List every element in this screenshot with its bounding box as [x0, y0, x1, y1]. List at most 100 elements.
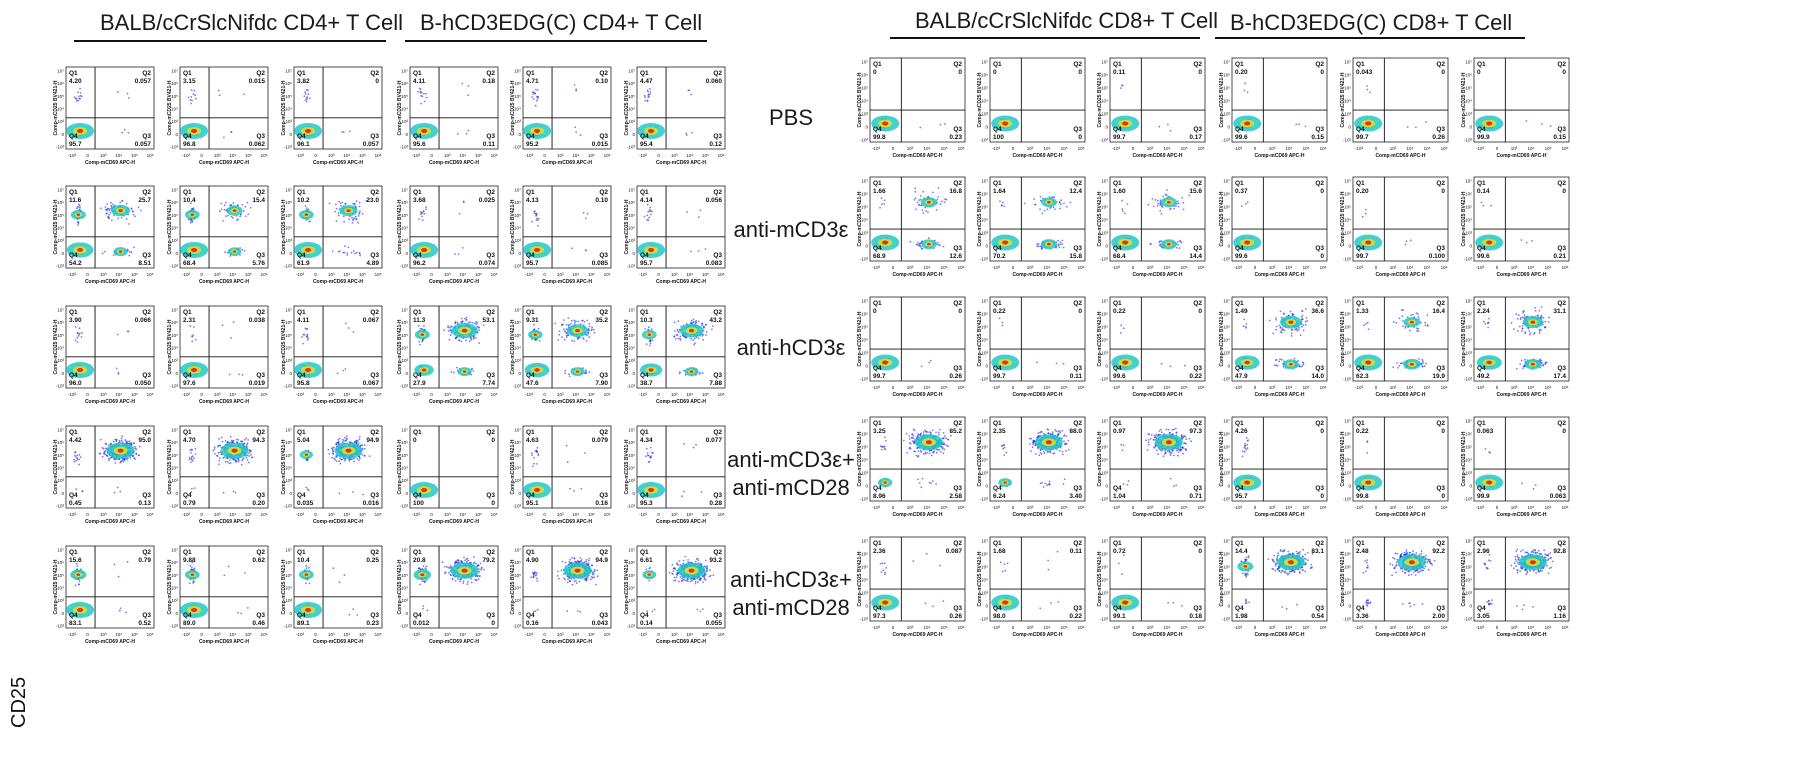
quadrant-value: 0.015: [592, 141, 609, 148]
event-dot: [647, 94, 650, 97]
quadrant-value: 0.26: [1432, 134, 1445, 141]
x-tick-label: 10³: [1269, 146, 1276, 151]
x-tick-label: 10³: [1390, 146, 1397, 151]
event-dot: [77, 206, 80, 208]
quadrant-name: Q2: [713, 70, 722, 77]
quadrant-name: Q4: [640, 133, 649, 140]
event-dot: [649, 91, 652, 94]
quadrant-value: 4.71: [526, 78, 539, 85]
quadrant-value: 54.2: [69, 260, 82, 267]
y-tick-label: 10⁷: [861, 179, 868, 184]
quadrant-name: Q4: [69, 252, 78, 259]
event-dot: [1169, 129, 1172, 132]
x-tick-label: 10⁶: [1562, 146, 1569, 151]
event-dot: [420, 102, 422, 105]
x-tick-label: 10⁴: [1407, 146, 1414, 151]
quadrant-value: 95.2: [526, 141, 539, 148]
row-label-line: anti-hCD3ε+: [716, 566, 866, 594]
x-tick-label: 10³: [1147, 146, 1154, 151]
event-dot: [936, 241, 939, 244]
x-tick-label: 10³: [907, 146, 914, 151]
event-dot: [921, 209, 924, 211]
quadrant-name: Q4: [1113, 126, 1122, 133]
y-tick-label: 10⁷: [171, 69, 178, 74]
quadrant-name: Q1: [873, 180, 882, 187]
event-dot: [1244, 82, 1246, 85]
quadrant-name: Q3: [1315, 126, 1324, 133]
y-axis-label: Comp-mCD25 BV421-H: [1097, 72, 1103, 127]
event-dot: [909, 240, 912, 243]
y-axis-label: Comp-mCD25 BV421-H: [977, 72, 983, 127]
quadrant-value: 0.12: [709, 141, 722, 148]
x-tick-label: -10³: [1112, 146, 1121, 151]
event-dot: [101, 252, 104, 255]
event-dot: [1120, 87, 1122, 89]
event-dot: [190, 89, 193, 92]
event-dot: [73, 96, 76, 98]
quadrant-name: Q1: [993, 61, 1002, 68]
density-peak: [118, 209, 123, 213]
quadrant-name: Q4: [297, 133, 306, 140]
y-tick-label: 0: [405, 132, 408, 137]
x-tick-label: 10⁴: [229, 153, 236, 158]
event-dot: [133, 246, 136, 249]
event-dot: [309, 97, 311, 100]
event-dot: [190, 102, 193, 105]
x-tick-label: 0: [314, 153, 317, 158]
event-dot: [1541, 123, 1543, 125]
event-dot: [99, 207, 102, 210]
event-dot: [883, 199, 886, 202]
quadrant-value: 0: [1198, 69, 1202, 76]
event-dot: [77, 224, 79, 226]
quadrant-name: Q4: [1356, 126, 1365, 133]
event-dot: [223, 136, 225, 139]
x-tick-label: 10³: [671, 153, 678, 158]
x-tick-label: 10³: [907, 265, 914, 270]
quadrant-value: 0.10: [595, 78, 608, 85]
x-tick-label: 10⁴: [115, 153, 122, 158]
quadrant-name: Q2: [142, 189, 151, 196]
y-tick-label: 0: [1227, 125, 1230, 130]
x-tick-label: 10³: [328, 153, 335, 158]
event-dot: [1120, 84, 1123, 86]
x-tick-label: 10⁴: [1528, 146, 1535, 151]
y-tick-label: 10⁶: [57, 81, 64, 86]
x-tick-label: 10⁶: [375, 153, 382, 158]
quadrant-name: Q4: [183, 133, 192, 140]
event-dot: [348, 130, 351, 133]
y-tick-label: 0: [61, 251, 64, 256]
x-tick-label: 0: [430, 153, 433, 158]
quadrant-value: 0: [873, 69, 877, 76]
quadrant-value: 0.11: [1113, 69, 1126, 76]
y-tick-label: -10³: [1100, 138, 1109, 143]
quadrant-name: Q3: [1193, 126, 1202, 133]
row-label-anti-hcd3e: anti-hCD3ε: [716, 334, 866, 362]
event-dot: [920, 247, 923, 250]
x-tick-label: -10³: [1476, 146, 1485, 151]
event-dot: [536, 97, 539, 100]
quadrant-name: Q3: [486, 133, 495, 140]
event-dot: [192, 93, 195, 95]
event-dot: [190, 95, 193, 98]
event-dot: [425, 96, 428, 99]
x-tick-label: 10⁶: [718, 153, 725, 158]
quadrant-name: Q3: [256, 133, 265, 140]
event-dot: [1366, 88, 1369, 91]
event-dot: [123, 128, 126, 131]
quadrant-value: 0.015: [249, 78, 266, 85]
header-cd8-balb: BALB/cCrSlcNifdc CD8+ T Cell: [915, 8, 1218, 34]
x-tick-label: 10⁵: [1545, 146, 1552, 151]
density-peak: [1486, 121, 1493, 126]
quadrant-name: Q4: [1477, 126, 1486, 133]
event-dot: [195, 97, 197, 100]
event-dot: [243, 93, 246, 96]
quadrant-value: 0: [958, 69, 962, 76]
y-axis-label: Comp-mCD25 BV421-H: [397, 80, 403, 135]
event-dot: [1243, 89, 1246, 92]
event-dot: [77, 91, 79, 93]
event-dot: [465, 132, 468, 135]
quadrant-name: Q4: [993, 126, 1002, 133]
event-dot: [685, 132, 688, 135]
event-dot: [125, 202, 128, 205]
